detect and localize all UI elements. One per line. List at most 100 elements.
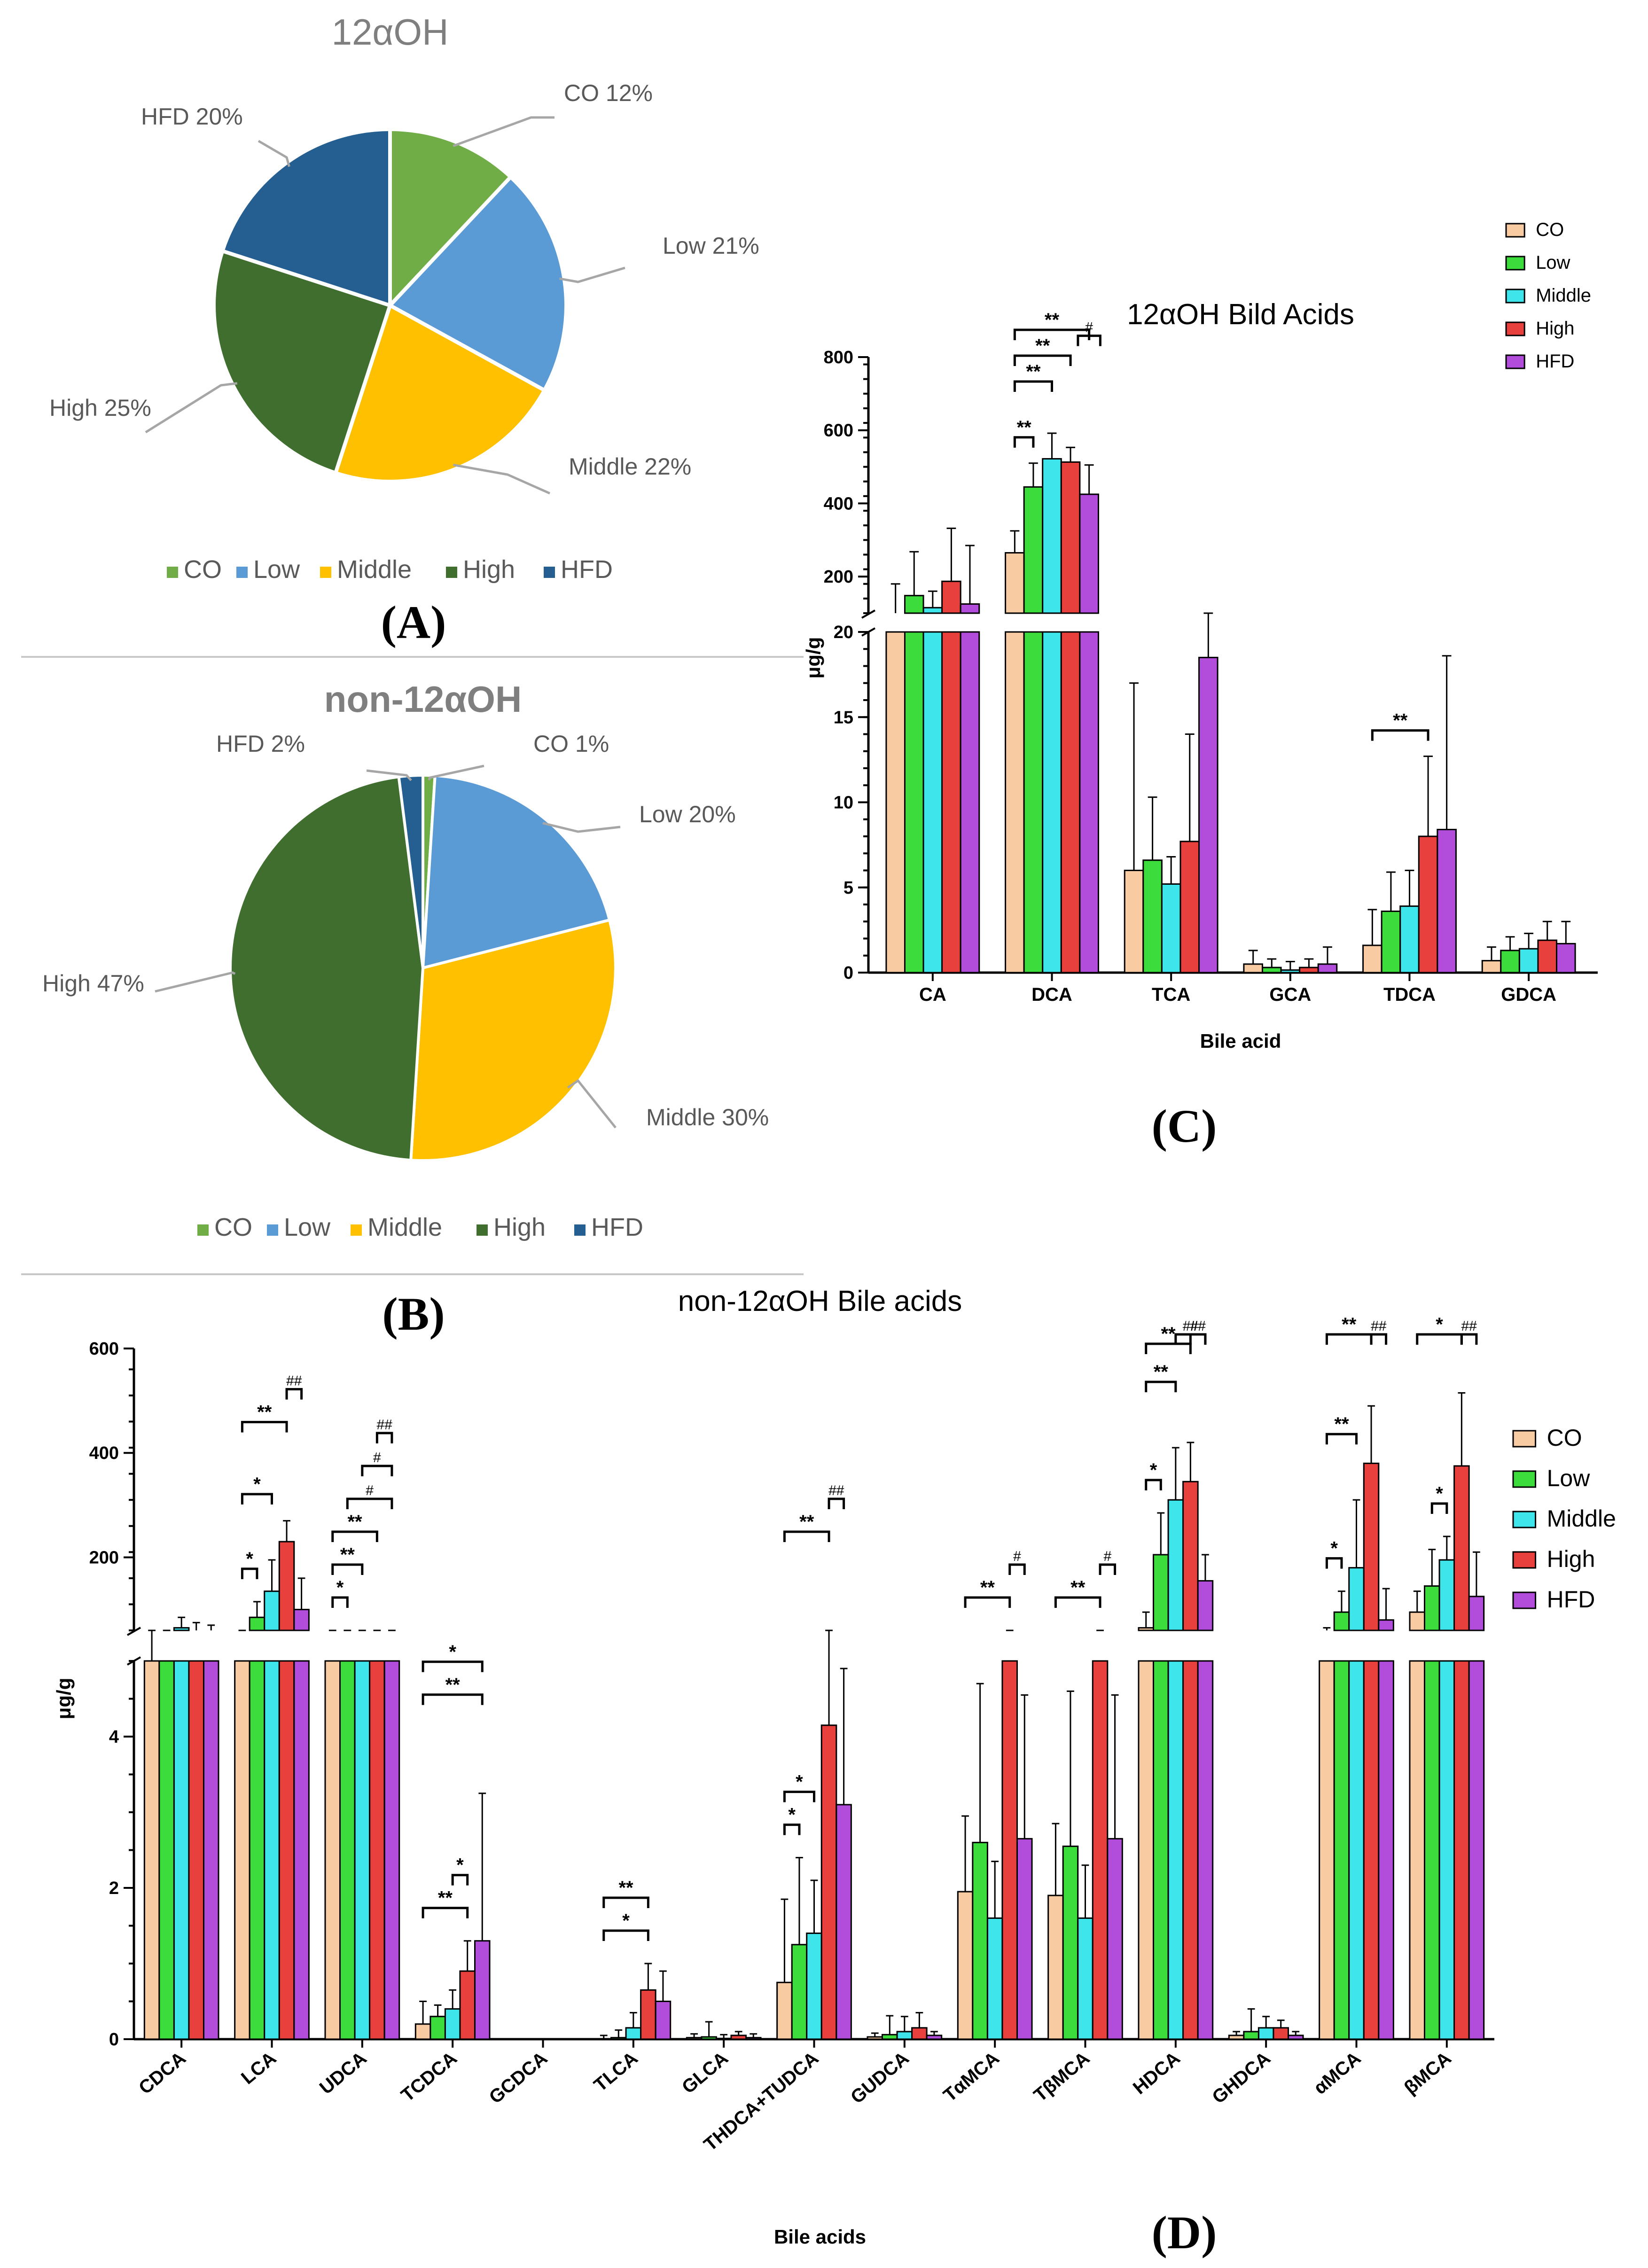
x-tick-label-αmca: αMCA [1310,2048,1365,2098]
bar-gudca-low [882,2034,898,2040]
bar-hdca-hfd-lower [1197,1660,1214,2040]
bar-αmca-hfd-upper [1378,1619,1394,1631]
legend-label-high: High [493,1213,546,1241]
significance-bracket [361,1465,393,1476]
bar-gdca-high [1537,939,1558,974]
bar-hdca-low-upper [1153,1554,1169,1631]
panel-d-bar-chart: non-12αOH Bile acids 0 2 4 200 400 600 CDCA LCA… [53,1285,1616,2259]
bar-tcdca-middle [444,2008,461,2040]
bar-lca-high-upper [278,1541,295,1631]
bar-tdca-high [1418,835,1438,974]
pie-a-legend: CO Low Middle High HFD [167,555,613,584]
pie-label-low: Low 20% [639,801,736,827]
bar-hdca-low-lower [1153,1660,1169,2040]
x-tick-label-gca: GCA [1269,984,1311,1005]
pie-b-labels: CO 1% Low 20% Middle 30% High 47% HFD 2% [42,731,769,1130]
bar-c-ylabel: μg/g [802,637,824,679]
bar-αmca-high-lower [1363,1660,1380,2040]
bar-ca-high-upper [941,580,961,614]
significance-label: ** [980,1577,995,1598]
legend-swatch-low [236,567,248,578]
significance-bracket [422,1693,484,1705]
significance-label: ** [1154,1362,1169,1382]
pie-slice-hfd [220,127,392,308]
bar-βmca-high-lower [1453,1660,1470,2040]
significance-label: # [373,1450,381,1465]
x-tick-label-tβmca: TβMCA [1030,2048,1093,2106]
legend-swatch-middle [351,1224,362,1236]
bar-tdca-hfd [1437,829,1457,974]
x-tick-label-gdca: GDCA [1501,984,1556,1005]
bar-ghdca-middle [1257,2027,1274,2040]
bar-gca-middle [1280,969,1301,974]
pie-slice-low [387,174,568,393]
bar-thdca-tudca-low [791,1944,808,2040]
bar-tcdca-low [430,2016,446,2040]
bar-tαmca-middle [986,1917,1003,2040]
pie-leader-co [428,764,484,781]
legend-label-middle: Middle [337,555,412,584]
bar-c-xlabel: Bile acid [1200,1030,1281,1052]
legend-swatch-hfd [544,567,555,578]
y-tick-label: 2 [109,1878,119,1898]
significance-bracket [1145,1479,1162,1490]
legend-label-co: CO [1536,219,1564,240]
significance-label: ** [340,1544,355,1565]
significance-bracket [1371,729,1429,741]
significance-bracket [828,1497,845,1509]
bar-glca-co [686,2037,703,2040]
bar-βmca-co-upper [1409,1611,1426,1631]
bar-hdca-high-upper [1182,1481,1199,1631]
significance-label: ** [1017,417,1032,438]
significance-bracket [1008,1563,1026,1575]
bar-tβmca-high-lower [1092,1660,1109,2040]
bar-thdca-tudca-co [776,1981,793,2040]
significance-label: ** [1026,361,1041,382]
legend-label-hfd: HFD [591,1213,643,1241]
bar-tβmca-low [1062,1845,1079,2040]
bar-gdca-hfd [1556,943,1576,974]
bar-tαmca-low [972,1841,988,2040]
bar-βmca-low-upper [1424,1585,1440,1631]
pie-slice-high [229,775,425,1162]
significance-bracket [1370,1333,1388,1345]
significance-bracket [241,1567,258,1579]
legend-swatch-low [1512,1470,1537,1488]
significance-bracket [241,1493,273,1504]
y-tick-label: 20 [834,623,853,642]
significance-label: * [1330,1538,1338,1559]
significance-label: ## [828,1483,844,1498]
x-tick-label-tca: TCA [1152,984,1190,1005]
bar-tca-low [1142,859,1163,974]
legend-label-high: High [1547,1546,1595,1572]
pie-slice-co [388,127,514,311]
bar-ca-high-lower [941,631,961,974]
bar-cdca-low-lower [158,1660,175,2040]
bar-tca-middle [1161,883,1181,974]
bar-αmca-low-upper [1333,1611,1350,1631]
pie-leader-low [559,266,625,283]
significance-bracket [331,1563,364,1575]
bar-cdca-middle-upper [173,1627,190,1631]
bar-gudca-co [867,2036,883,2040]
panel-d-label: (D) [1152,2206,1217,2259]
pie-label-hfd: HFD 20% [141,103,243,130]
significance-bracket [375,1432,393,1443]
significance-bracket [422,1660,484,1672]
bar-udca-middle-lower [354,1660,371,2040]
legend-label-low: Low [1547,1465,1591,1491]
significance-label: ## [1190,1318,1206,1334]
pie-a-labels: CO 12% Low 21% Middle 22% High 25% HFD 20% [49,80,759,495]
bar-d-title: non-12αOH Bile acids [678,1285,962,1317]
x-tick-label-tdca: TDCA [1383,984,1436,1005]
significance-label: * [1436,1483,1443,1504]
significance-label: * [456,1855,464,1876]
bar-βmca-hfd-upper [1468,1596,1485,1631]
bar-tdca-co [1362,944,1382,974]
pie-label-low: Low 21% [663,233,759,259]
legend-label-co: CO [214,1213,252,1241]
panel-c-label: (C) [1152,1100,1217,1152]
significance-label: ** [799,1512,814,1532]
x-tick-label-udca: UDCA [316,2048,371,2098]
bar-βmca-hfd-lower [1468,1660,1485,2040]
